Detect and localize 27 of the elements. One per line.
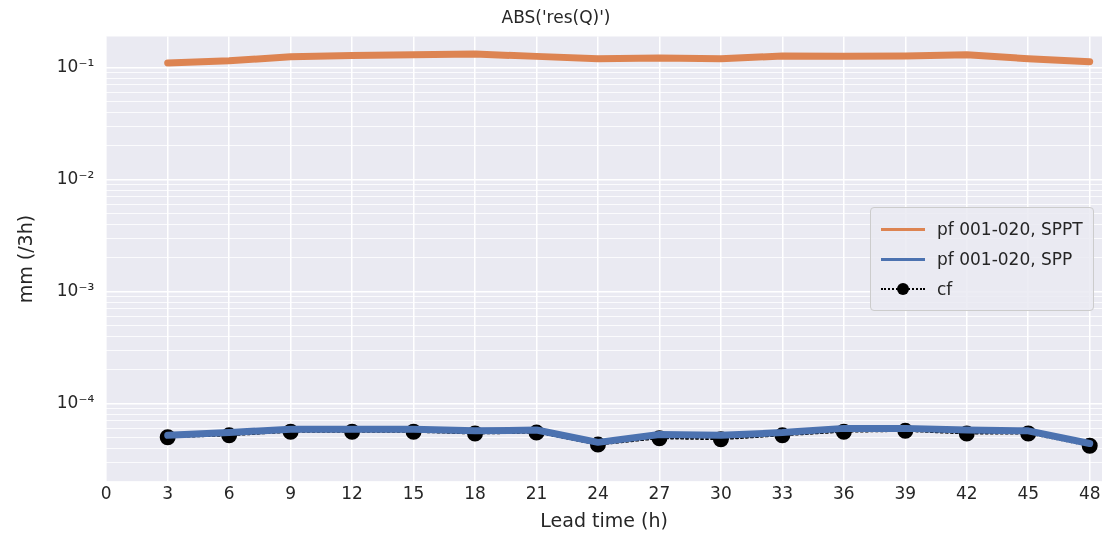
x-tick-label: 27 bbox=[648, 483, 671, 504]
x-tick-label: 36 bbox=[833, 483, 855, 504]
y-tick-label: 10⁻³ bbox=[56, 279, 95, 300]
x-tick-label: 3 bbox=[162, 483, 174, 504]
chart-title: ABS('res(Q)') bbox=[501, 6, 611, 27]
x-tick-label: 0 bbox=[100, 483, 112, 504]
x-axis-title: Lead time (h) bbox=[540, 508, 668, 531]
x-tick-label: 39 bbox=[894, 483, 917, 504]
x-tick-label: 12 bbox=[341, 483, 363, 504]
x-tick-label: 42 bbox=[955, 483, 978, 504]
x-tick-label: 48 bbox=[1078, 483, 1101, 504]
x-tick-label: 45 bbox=[1017, 483, 1040, 504]
y-tick-label: 10⁻⁴ bbox=[56, 391, 95, 412]
x-tick-label: 18 bbox=[464, 483, 486, 504]
legend-label: pf 001-020, SPP bbox=[937, 249, 1073, 270]
x-tick-label: 33 bbox=[771, 483, 794, 504]
x-tick-label: 9 bbox=[285, 483, 297, 504]
y-tick-label: 10⁻¹ bbox=[56, 56, 95, 77]
x-tick-label: 24 bbox=[587, 483, 609, 504]
y-axis-title: mm (/3h) bbox=[14, 214, 37, 304]
x-tick-label: 6 bbox=[223, 483, 235, 504]
x-tick-label: 15 bbox=[402, 483, 425, 504]
y-tick-label: 10⁻² bbox=[56, 168, 95, 189]
x-tick-label: 21 bbox=[525, 483, 548, 504]
legend-label: pf 001-020, SPPT bbox=[937, 219, 1083, 240]
legend-label: cf bbox=[937, 279, 953, 300]
x-tick-label: 30 bbox=[710, 483, 732, 504]
